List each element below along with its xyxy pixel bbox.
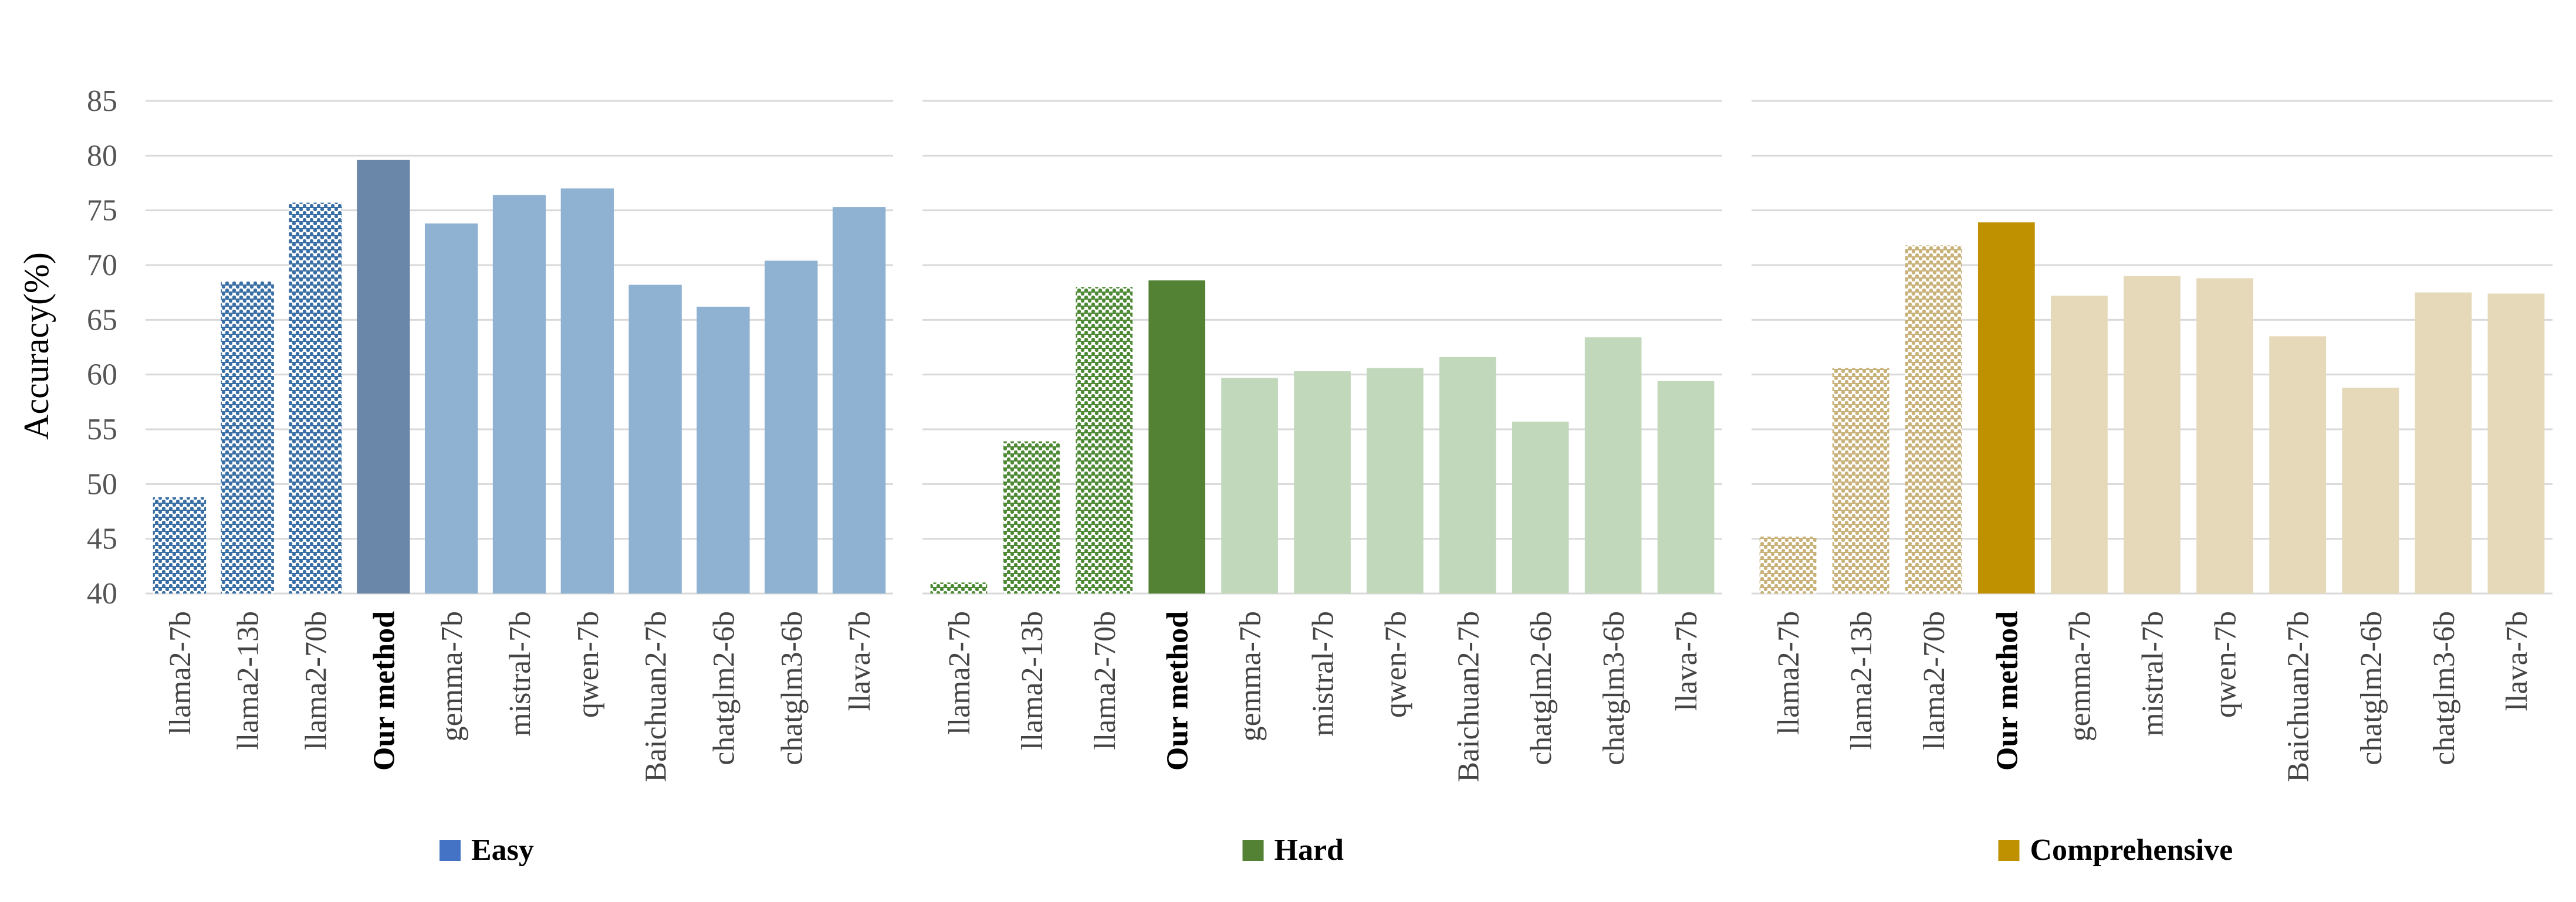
bar-llama2-13b: [1003, 441, 1060, 594]
x-tick-label: chatglm2-6b: [707, 611, 741, 765]
y-tick-label: 60: [87, 358, 117, 392]
bar-llama2-7b: [1759, 536, 1817, 594]
bar-chatglm2-6b: [1512, 421, 1569, 594]
bar-mistral-7b: [2124, 276, 2181, 594]
legend-label: Hard: [1275, 833, 1344, 867]
bar-llama2-7b: [930, 582, 988, 594]
bar-llama2-70b: [289, 202, 342, 594]
bar-chatglm3-6b: [1584, 337, 1642, 594]
legend-comprehensive: Comprehensive: [1998, 833, 2233, 867]
chart-panel-easy: llama2-7b llama2-13b llama2-70b Our method g…: [146, 100, 893, 867]
bar-llava-7b: [832, 207, 886, 594]
y-tick-label: 40: [87, 577, 117, 611]
bar-chatglm3-6b: [2415, 292, 2472, 594]
x-tick-label: llama2-70b: [300, 611, 333, 750]
bar-llama2-13b: [221, 282, 274, 594]
x-tick-label: Baichuan2-7b: [640, 611, 673, 782]
bar-llava-7b: [1657, 381, 1715, 594]
legend-label: Easy: [471, 833, 534, 867]
chart-panel-hard: llama2-7b llama2-13b llama2-70b Our method g…: [922, 100, 1722, 867]
bar-qwen-7b: [560, 188, 614, 594]
x-tick-label: chatglm2-6b: [1524, 611, 1558, 765]
bar-our-method: [1977, 222, 2035, 594]
x-tick-label: mistral-7b: [503, 611, 537, 737]
y-tick-label: 45: [87, 523, 117, 556]
bar-baichuan2-7b: [1439, 357, 1496, 594]
x-tick-label: llama2-7b: [943, 611, 976, 735]
x-tick-label: gemma-7b: [435, 611, 469, 741]
bar-chatglm2-6b: [697, 306, 750, 594]
legend-label: Comprehensive: [2030, 833, 2233, 867]
x-tick-label: llama2-13b: [1845, 611, 1878, 750]
bar-chatglm2-6b: [2342, 388, 2399, 594]
y-tick-label: 65: [87, 303, 117, 337]
x-tick-label: llava-7b: [2500, 611, 2534, 711]
y-tick-label: 75: [87, 194, 117, 228]
y-tick-label: 55: [87, 413, 117, 446]
bar-gemma-7b: [1221, 378, 1278, 594]
x-tick-label: Our method: [1990, 611, 2024, 771]
bar-our-method: [357, 160, 410, 594]
x-tick-label: Baichuan2-7b: [2282, 611, 2315, 782]
bar-mistral-7b: [1294, 371, 1351, 594]
y-tick-label: 85: [87, 84, 117, 118]
x-tick-label: llava-7b: [1670, 611, 1703, 711]
y-axis-label: Accuracy(%): [17, 252, 56, 440]
bar-gemma-7b: [425, 223, 478, 594]
bar-qwen-7b: [2196, 278, 2253, 594]
y-tick-label: 80: [87, 139, 117, 172]
x-tick-label: Our method: [1161, 611, 1195, 771]
x-tick-label: Our method: [367, 611, 401, 771]
x-tick-label: mistral-7b: [2136, 611, 2170, 737]
bar-llama2-70b: [1076, 287, 1133, 594]
legend-swatch: [1242, 840, 1264, 861]
chart-panel-comprehensive: llama2-7b llama2-13b llama2-70b Our method g…: [1752, 100, 2553, 867]
legend-hard: Hard: [1242, 833, 1344, 867]
bar-llama2-70b: [1905, 245, 1962, 594]
x-tick-label: Baichuan2-7b: [1452, 611, 1485, 782]
bar-baichuan2-7b: [2269, 336, 2327, 594]
bar-llama2-13b: [1832, 368, 1889, 594]
x-tick-label: chatglm3-6b: [775, 611, 809, 765]
x-tick-label: chatglm3-6b: [1597, 611, 1631, 765]
bar-llama2-7b: [153, 497, 207, 594]
x-tick-label: qwen-7b: [2209, 611, 2243, 718]
legend-swatch: [440, 840, 461, 861]
bar-qwen-7b: [1367, 368, 1424, 594]
x-tick-label: llama2-13b: [232, 611, 265, 750]
x-tick-label: llama2-70b: [1918, 611, 1951, 750]
x-tick-label: gemma-7b: [2063, 611, 2097, 741]
y-tick-label: 70: [87, 249, 117, 282]
bar-mistral-7b: [492, 195, 546, 594]
x-tick-label: llava-7b: [843, 611, 877, 711]
x-tick-label: qwen-7b: [572, 611, 605, 718]
x-tick-label: llama2-7b: [164, 611, 197, 735]
bar-gemma-7b: [2051, 296, 2108, 594]
x-tick-label: chatglm3-6b: [2428, 611, 2461, 765]
x-tick-label: mistral-7b: [1307, 611, 1340, 737]
x-tick-label: llama2-70b: [1088, 611, 1122, 750]
legend-easy: Easy: [440, 833, 534, 867]
x-tick-label: qwen-7b: [1379, 611, 1412, 718]
legend-swatch: [1998, 840, 2020, 861]
bar-baichuan2-7b: [628, 284, 682, 594]
x-tick-label: gemma-7b: [1234, 611, 1267, 741]
bar-chatglm3-6b: [765, 260, 818, 594]
bar-llava-7b: [2487, 293, 2545, 594]
bar-our-method: [1148, 280, 1206, 594]
x-tick-label: chatglm2-6b: [2355, 611, 2388, 765]
x-tick-label: llama2-7b: [1772, 611, 1806, 735]
y-tick-label: 50: [87, 467, 117, 501]
x-tick-label: llama2-13b: [1016, 611, 1049, 750]
